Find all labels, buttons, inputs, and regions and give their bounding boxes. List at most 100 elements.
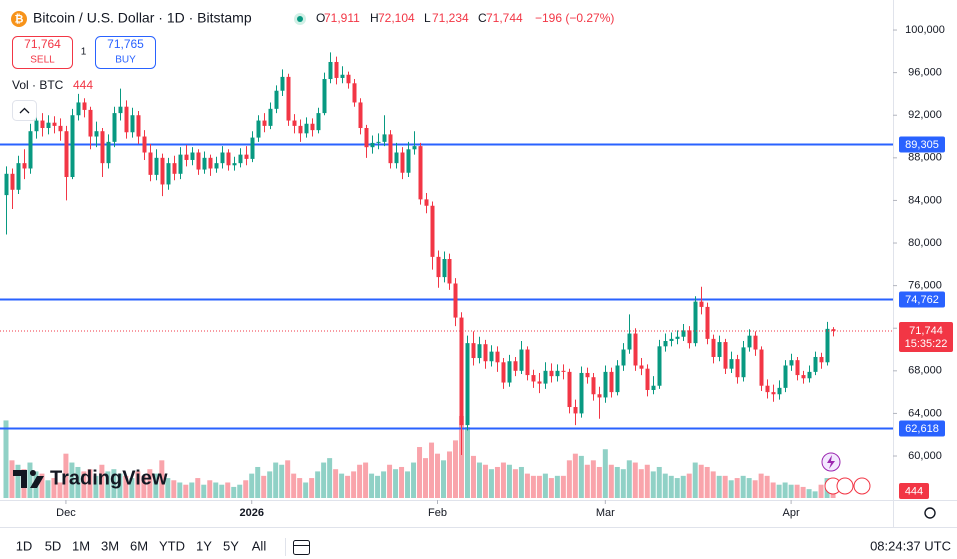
volume-bar [506, 464, 512, 498]
candle-body [202, 157, 207, 170]
candle-body [777, 387, 782, 395]
volume-bar [692, 462, 698, 498]
candle-body [130, 115, 135, 133]
volume-bar [464, 427, 470, 498]
ohlc-value: 72,104 [378, 11, 415, 25]
candle-body [292, 120, 297, 126]
candle-body [10, 173, 15, 190]
candle-body [322, 79, 327, 114]
volume-bar [650, 471, 656, 498]
x-tick-label: 2026 [239, 507, 263, 519]
candle-body [64, 131, 69, 177]
volume-bar [644, 464, 650, 498]
candle-body [94, 131, 99, 137]
volume-bar [770, 482, 776, 498]
candle-body [519, 349, 524, 371]
candle-body [765, 385, 770, 393]
volume-bar [560, 475, 566, 498]
candle-body [501, 362, 506, 383]
volume-bar [213, 482, 219, 498]
collapse-chevron [19, 107, 30, 114]
event-flag[interactable] [836, 477, 854, 495]
candle-body [118, 106, 123, 114]
candle-body [304, 123, 309, 134]
volume-bar [363, 462, 369, 498]
candle-body [573, 407, 578, 414]
range-button[interactable]: YTD [159, 538, 185, 553]
volume-bar [482, 464, 488, 498]
candle-body [783, 365, 788, 388]
volume-bar [782, 482, 788, 498]
candle-body [106, 141, 111, 164]
candle-body [465, 343, 470, 426]
volume-bar [393, 469, 399, 498]
range-button[interactable]: 3M [101, 538, 119, 553]
candle-body [364, 128, 369, 148]
buy-price[interactable]: 71,765 [107, 37, 144, 51]
volume-bar [608, 464, 614, 498]
buy-label[interactable]: BUY [115, 55, 136, 66]
volume-bar [189, 482, 195, 498]
candle-body [657, 346, 662, 386]
y-tick-label: 80,000 [908, 237, 942, 249]
candle-body [531, 375, 536, 382]
volume-bar [345, 475, 351, 498]
candle-body [525, 349, 530, 376]
candle-body [711, 338, 716, 357]
x-tick-label: Mar [596, 507, 615, 519]
range-button[interactable]: 1Y [196, 538, 212, 553]
volume-bar [476, 462, 482, 498]
volume-bar [285, 460, 291, 498]
sell-price[interactable]: 71,764 [24, 37, 61, 51]
volume-bar [417, 447, 423, 498]
candle-body [190, 152, 195, 160]
volume-bar [752, 480, 758, 498]
y-tick-label: 84,000 [908, 194, 942, 206]
volume-bar [632, 462, 638, 498]
candle-body [633, 333, 638, 366]
candle-body [615, 365, 620, 393]
volume-bar [309, 478, 315, 498]
candle-body [394, 152, 399, 164]
volume-bar [626, 460, 632, 498]
volume-bar [512, 469, 518, 498]
candle-body [4, 173, 9, 196]
volume-bar [81, 471, 87, 498]
candle-body [418, 146, 423, 200]
range-button[interactable]: 6M [130, 538, 148, 553]
candle-body [729, 359, 734, 369]
range-button[interactable]: All [252, 538, 267, 553]
buy-button[interactable] [95, 36, 156, 69]
y-tick-label: 76,000 [908, 280, 942, 292]
spread: 1 [81, 47, 87, 58]
volume-bar [135, 471, 141, 498]
volume-bar [435, 453, 441, 498]
volume-bar [339, 473, 345, 498]
candle-body [226, 152, 231, 166]
event-flag[interactable] [853, 477, 871, 495]
range-button[interactable]: 1M [72, 538, 90, 553]
range-button[interactable]: 5Y [223, 538, 239, 553]
candle-body [453, 283, 458, 318]
candle-body [340, 74, 345, 78]
range-button[interactable]: 5D [45, 538, 62, 553]
candle-body [549, 370, 554, 377]
volume-bar [518, 466, 524, 498]
range-button[interactable]: 1D [16, 538, 33, 553]
sell-label[interactable]: SELL [30, 55, 55, 66]
collapse-button[interactable] [12, 100, 37, 121]
volume-bar [387, 464, 393, 498]
candle-body [537, 381, 542, 384]
calendar-icon[interactable] [293, 540, 310, 555]
volume-bar [614, 466, 620, 498]
candle-body [489, 351, 494, 362]
volume-bar [452, 440, 458, 498]
volume-bar [668, 475, 674, 498]
candle-body [424, 199, 429, 206]
settings-icon[interactable] [924, 507, 936, 519]
sell-button[interactable] [12, 36, 73, 69]
candle-body [597, 394, 602, 398]
candle-body [507, 361, 512, 383]
